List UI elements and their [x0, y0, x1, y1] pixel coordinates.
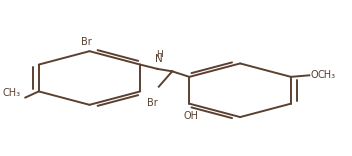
- Text: CH₃: CH₃: [2, 88, 20, 98]
- Text: H: H: [156, 50, 163, 59]
- Text: Br: Br: [81, 37, 92, 47]
- Text: CH₃: CH₃: [318, 70, 336, 80]
- Text: OH: OH: [184, 111, 199, 121]
- Text: Br: Br: [147, 98, 158, 107]
- Text: N: N: [155, 54, 163, 63]
- Text: O: O: [311, 70, 319, 80]
